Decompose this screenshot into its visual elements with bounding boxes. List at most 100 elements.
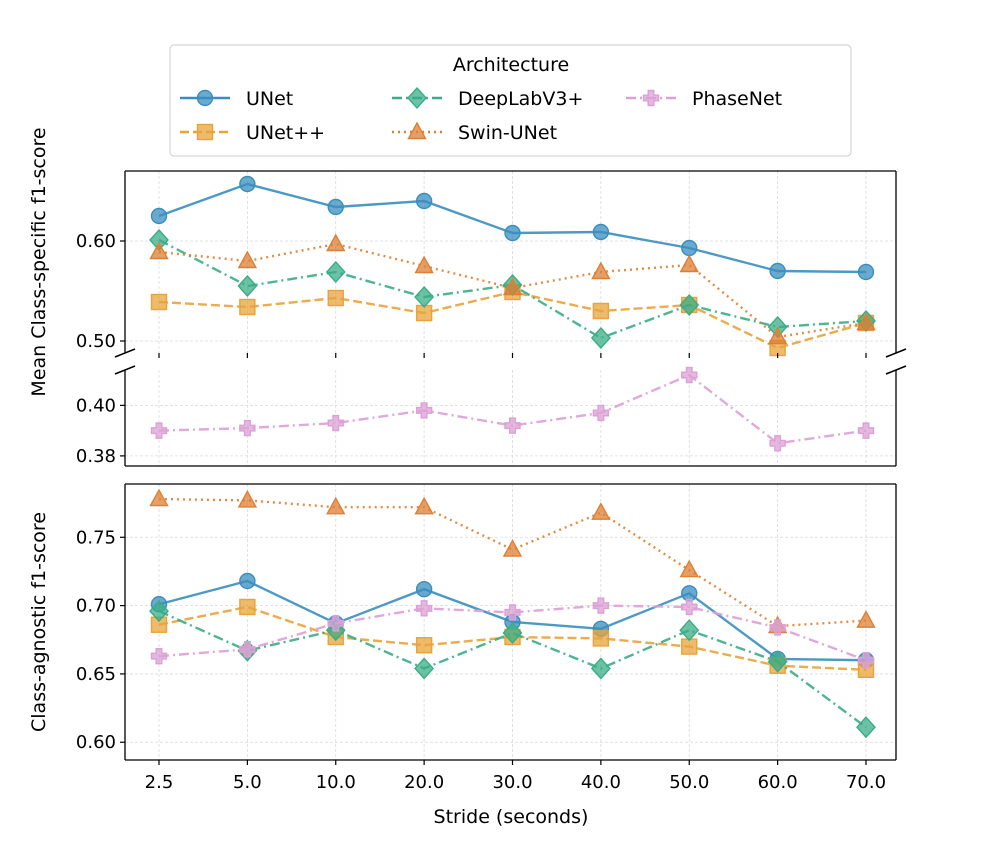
x-tick-label: 10.0	[316, 772, 356, 793]
data-point	[767, 650, 788, 673]
series-deeplabv3	[149, 228, 876, 350]
y-tick-label: 0.75	[76, 527, 116, 548]
data-point	[414, 496, 434, 515]
x-tick-label: 20.0	[404, 772, 444, 793]
data-point	[415, 600, 433, 617]
data-point	[592, 302, 610, 320]
series-unet	[150, 175, 875, 281]
legend-label: PhaseNet	[692, 88, 782, 110]
panel-frame	[124, 483, 897, 761]
x-tick-label: 60.0	[758, 772, 798, 793]
data-point	[502, 621, 523, 644]
y-tick-label: 0.65	[76, 664, 116, 685]
data-point	[681, 239, 698, 257]
series-line	[158, 609, 867, 729]
data-point	[679, 293, 700, 317]
data-point	[504, 604, 521, 621]
data-point	[326, 496, 346, 515]
data-point	[325, 260, 346, 284]
data-point	[326, 233, 346, 252]
legend-marker	[196, 123, 214, 141]
data-point	[679, 559, 699, 578]
y-axis-label-bottom: Class-agnostic f1-score	[28, 512, 50, 732]
data-point	[327, 198, 344, 216]
data-point	[239, 175, 256, 193]
x-tick-label: 50.0	[669, 772, 709, 793]
legend-marker	[407, 121, 427, 140]
panel-frame	[124, 170, 897, 353]
data-point	[592, 404, 610, 422]
legend-entry-swin-unet: Swin-UNet	[392, 121, 557, 144]
series-unet	[150, 598, 875, 679]
x-tick-label: 40.0	[581, 772, 621, 793]
series-line	[158, 605, 867, 672]
legend-marker	[407, 86, 427, 110]
legend-marker	[196, 89, 214, 107]
panel-frame	[124, 370, 897, 467]
data-point	[856, 312, 876, 331]
x-tick-label: 70.0	[846, 772, 886, 793]
data-point	[769, 435, 786, 452]
data-point	[237, 489, 258, 508]
y-tick-label: 0.40	[76, 395, 116, 416]
data-point	[856, 716, 876, 739]
legend-label: Swin-UNet	[458, 122, 557, 144]
data-point	[414, 657, 435, 680]
x-tick-label: 2.5	[145, 772, 174, 793]
data-point	[239, 598, 256, 616]
legend-label: UNet	[246, 88, 293, 110]
data-point	[502, 539, 523, 557]
legend-entry-unet: UNet++	[180, 122, 325, 144]
series-line	[158, 238, 867, 340]
data-point	[591, 502, 611, 520]
axes-frames	[114, 170, 907, 761]
data-point	[857, 263, 875, 281]
data-point	[414, 285, 435, 309]
legend-title: Architecture	[453, 54, 569, 76]
data-point	[679, 254, 699, 273]
y-tick-label: 0.50	[76, 331, 116, 352]
series-layer	[149, 175, 876, 739]
legend-entry-unet: UNet	[180, 88, 293, 110]
legend-box	[169, 44, 852, 157]
data-point	[149, 241, 169, 260]
data-point	[681, 638, 698, 655]
y-tick-label: 0.60	[76, 231, 116, 252]
data-point	[681, 585, 698, 602]
data-point	[502, 277, 523, 296]
data-point	[327, 615, 344, 632]
data-point	[415, 192, 433, 210]
data-point	[592, 630, 610, 647]
legend-entry-phasenet: PhaseNet	[626, 88, 782, 110]
legend-entry-deeplabv3: DeepLabV3+	[392, 86, 583, 110]
data-point	[327, 289, 344, 307]
y-axis-label-top: Mean Class-specific f1-score	[28, 127, 50, 396]
data-point	[767, 326, 788, 345]
data-point	[681, 366, 698, 384]
data-point	[681, 598, 698, 616]
data-point	[149, 600, 169, 623]
data-point	[150, 647, 168, 665]
data-point	[590, 657, 611, 680]
y-tick-label: 0.70	[76, 596, 116, 617]
legend-label: UNet++	[246, 122, 325, 144]
data-point	[149, 488, 169, 507]
gridlines	[125, 171, 896, 760]
x-tick-label: 5.0	[233, 772, 262, 793]
data-point	[239, 298, 256, 316]
legend-items: UNet UNet++ DeepLabV3+ Swin-UNet PhaseNet	[180, 86, 782, 144]
y-tick-label: 0.38	[76, 446, 116, 467]
x-tick-label: 30.0	[492, 772, 532, 793]
data-point	[239, 641, 256, 658]
axis-break-marks	[114, 348, 907, 375]
y-tick-label: 0.60	[76, 732, 116, 753]
data-point	[150, 422, 168, 439]
data-point	[415, 402, 433, 419]
data-point	[414, 255, 434, 274]
data-point	[237, 250, 258, 269]
data-point	[769, 262, 786, 280]
x-axis-label: Stride (seconds)	[434, 806, 589, 828]
series-phasenet	[150, 366, 875, 452]
data-point	[150, 293, 168, 311]
